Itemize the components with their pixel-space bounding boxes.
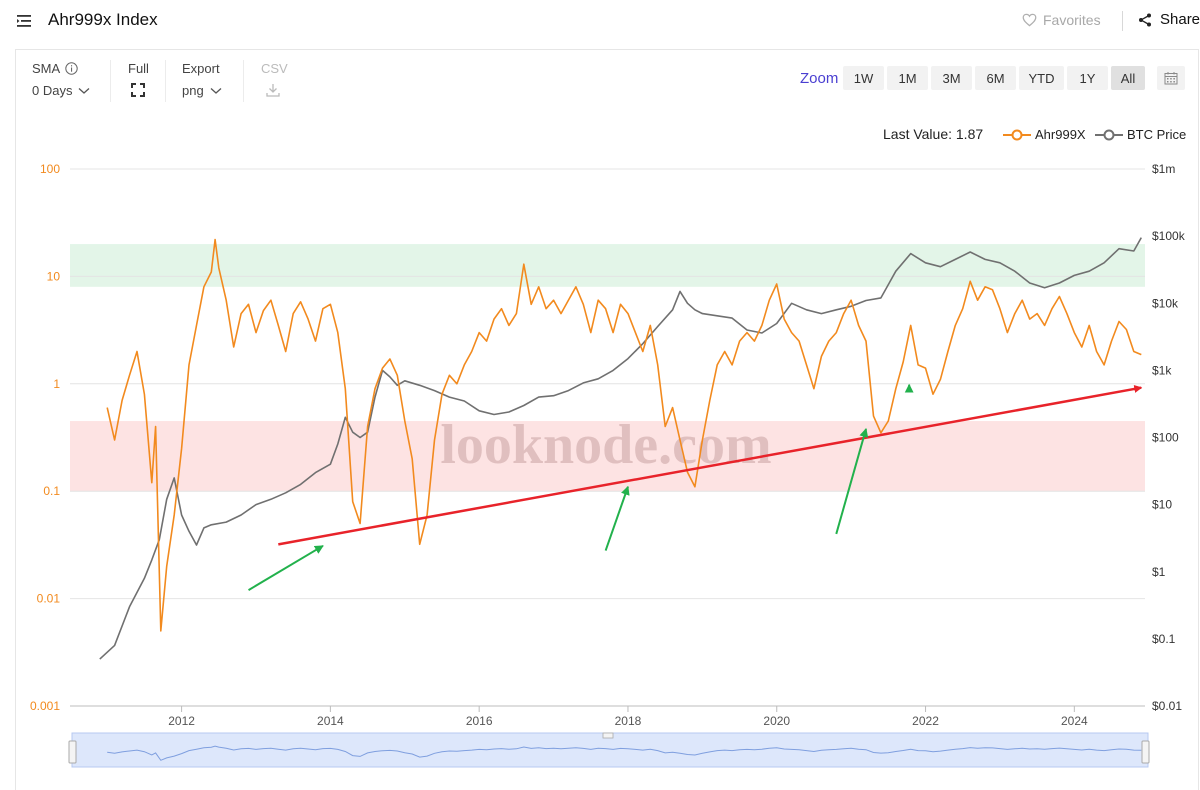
- chevron-down-icon: [79, 87, 90, 94]
- fullscreen-icon: [131, 83, 145, 97]
- csv-control[interactable]: CSV: [261, 61, 288, 100]
- fullscreen-control[interactable]: Full: [128, 61, 149, 100]
- sma-control[interactable]: SMA 0 Days: [32, 61, 90, 98]
- favorites-label: Favorites: [1043, 12, 1101, 28]
- toolbar-divider: [243, 60, 244, 102]
- legend-btc-price[interactable]: BTC Price: [1095, 127, 1186, 142]
- zoom-label: Zoom: [800, 70, 839, 87]
- legend-line-marker-icon: [1095, 129, 1123, 140]
- chevron-down-icon: [210, 87, 222, 94]
- date-range-button[interactable]: [1157, 66, 1185, 90]
- toolbar-divider: [110, 60, 111, 102]
- heart-icon: [1022, 13, 1037, 27]
- legend-ahr999x-label: Ahr999X: [1035, 127, 1086, 142]
- chart-panel: [15, 49, 1199, 790]
- zoom-3m-button[interactable]: 3M: [931, 66, 972, 90]
- toolbar-divider: [165, 60, 166, 102]
- csv-label: CSV: [261, 61, 288, 76]
- export-label: Export: [182, 61, 220, 76]
- top-bar: Ahr999x Index Favorites Share: [0, 0, 1200, 44]
- zoom-1w-button[interactable]: 1W: [843, 66, 884, 90]
- export-value: png: [182, 83, 204, 98]
- legend-line-marker-icon: [1003, 129, 1031, 140]
- info-icon: [65, 62, 78, 75]
- favorites-button[interactable]: Favorites: [1022, 12, 1101, 28]
- menu-icon[interactable]: [16, 13, 32, 29]
- legend-btc-price-label: BTC Price: [1127, 127, 1187, 142]
- zoom-1m-button[interactable]: 1M: [887, 66, 928, 90]
- share-button[interactable]: Share: [1138, 11, 1200, 28]
- export-control[interactable]: Export png: [182, 61, 222, 98]
- zoom-ytd-button[interactable]: YTD: [1019, 66, 1064, 90]
- share-label: Share: [1160, 11, 1200, 28]
- last-value: Last Value: 1.87: [883, 126, 984, 142]
- download-icon: [266, 84, 280, 97]
- header-divider: [1122, 11, 1123, 31]
- sma-label: SMA: [32, 61, 61, 76]
- full-label: Full: [128, 61, 149, 76]
- legend-ahr999x[interactable]: Ahr999X: [1003, 127, 1086, 142]
- zoom-6m-button[interactable]: 6M: [975, 66, 1016, 90]
- share-icon: [1139, 13, 1151, 26]
- calendar-icon: [1164, 72, 1178, 85]
- sma-value: 0 Days: [32, 83, 73, 98]
- page-title: Ahr999x Index: [48, 10, 158, 29]
- zoom-all-button[interactable]: All: [1111, 66, 1145, 90]
- zoom-1y-button[interactable]: 1Y: [1067, 66, 1108, 90]
